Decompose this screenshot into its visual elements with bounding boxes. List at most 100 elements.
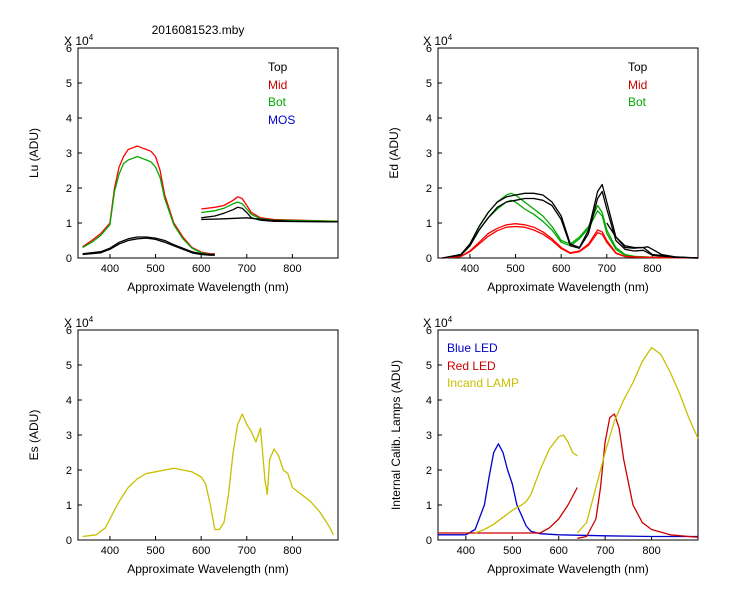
- y-axis-label-es: Es (ADU): [27, 410, 41, 461]
- y-axis-label-lu: Lu (ADU): [27, 128, 41, 178]
- y-tick-label: 5: [426, 360, 432, 372]
- series-line-top: [82, 237, 215, 256]
- y-ticks-ed: 0 1 2 3 4 5 6: [426, 43, 442, 265]
- y-tick-label: 4: [426, 395, 432, 407]
- x-tick-label: 700: [598, 263, 616, 275]
- series-line-blue-led: [438, 443, 698, 538]
- x-tick-label: 400: [461, 263, 479, 275]
- x-tick-label: 800: [642, 545, 660, 557]
- series-line-top: [201, 217, 339, 223]
- y-tick-label: 1: [66, 218, 72, 230]
- series-line-top: [442, 183, 699, 259]
- exponent-label-lu: X 104: [64, 33, 94, 48]
- plot-frame-es: [77, 329, 339, 541]
- x-ticks-es: 400 500 600 700 800: [101, 536, 302, 557]
- y-tick-label: 2: [66, 465, 72, 477]
- plot-frame-ed: [437, 47, 699, 259]
- legend-entry-mid: Mid: [268, 78, 287, 92]
- series-lines-es: [82, 413, 334, 538]
- x-tick-label: 600: [192, 263, 210, 275]
- y-tick-label: 0: [426, 535, 432, 547]
- plot-frame-lu: [77, 47, 339, 259]
- series-line-es: [82, 413, 334, 538]
- x-tick-label: 500: [146, 545, 164, 557]
- x-tick-label: 600: [550, 545, 568, 557]
- legend-entry-bot: Bot: [268, 95, 287, 109]
- series-line-incand-lamp: [576, 346, 699, 534]
- y-tick-label: 3: [426, 430, 432, 442]
- y-tick-label: 0: [66, 253, 72, 265]
- y-tick-label: 4: [66, 113, 72, 125]
- x-tick-label: 500: [506, 263, 524, 275]
- legend-entry-bot: Bot: [628, 95, 647, 109]
- series-line-bot: [442, 192, 699, 259]
- series-line-red-led: [438, 487, 578, 534]
- legend-entry-red-led: Red LED: [447, 359, 496, 373]
- chart-lu: 0 1 2 3 4 5 6 400 500 600 700 800 X 104 Lu (ADU) A…: [27, 33, 339, 294]
- chart-es: 0 1 2 3 4 5 6 400 500 600 700 800 X 104 Es (ADU) A…: [27, 315, 339, 576]
- figure-title: 2016081523.mby: [152, 23, 245, 37]
- legend-entry-incand-lamp: Incand LAMP: [447, 376, 519, 390]
- exponent-label-lamps: X 104: [423, 315, 453, 330]
- series-line-top: [82, 236, 215, 256]
- y-tick-label: 2: [66, 183, 72, 195]
- y-tick-label: 1: [426, 218, 432, 230]
- legend-lamps: Blue LED Red LED Incand LAMP: [447, 341, 519, 390]
- x-tick-label: 700: [238, 545, 256, 557]
- x-ticks-ed: 400 500 600 700 800: [461, 254, 662, 275]
- y-tick-label: 1: [66, 500, 72, 512]
- y-tick-label: 5: [426, 78, 432, 90]
- y-tick-label: 6: [426, 43, 432, 55]
- y-tick-label: 3: [66, 148, 72, 160]
- legend-ed: Top Mid Bot: [628, 60, 648, 109]
- series-line-top: [201, 206, 339, 223]
- series-line-red-led: [577, 413, 699, 539]
- y-tick-label: 3: [66, 430, 72, 442]
- series-lines-lamps: [438, 346, 699, 539]
- x-axis-label-lu: Approximate Wavelength (nm): [127, 280, 289, 294]
- x-tick-label: 400: [101, 545, 119, 557]
- legend-entry-mos: MOS: [268, 113, 295, 127]
- series-line-top: [442, 190, 699, 259]
- series-line-bot: [82, 155, 215, 256]
- y-axis-label-ed: Ed (ADU): [387, 127, 401, 178]
- legend-entry-top: Top: [268, 60, 288, 74]
- x-axis-label-es: Approximate Wavelength (nm): [127, 562, 289, 576]
- legend-entry-blue-led: Blue LED: [447, 341, 498, 355]
- x-tick-label: 400: [101, 263, 119, 275]
- y-tick-label: 6: [66, 325, 72, 337]
- exponent-label-ed: X 104: [423, 33, 453, 48]
- x-axis-label-ed: Approximate Wavelength (nm): [487, 280, 649, 294]
- series-line-top: [606, 222, 699, 259]
- series-line-incand-lamp: [474, 434, 578, 534]
- x-tick-label: 500: [503, 545, 521, 557]
- series-lines-lu: [82, 145, 339, 256]
- y-tick-label: 0: [66, 535, 72, 547]
- y-tick-label: 0: [426, 253, 432, 265]
- x-ticks-lu: 400 500 600 700 800: [101, 254, 302, 275]
- y-ticks-lamps: 0 1 2 3 4 5 6: [426, 325, 442, 547]
- y-tick-label: 6: [66, 43, 72, 55]
- y-tick-label: 2: [426, 465, 432, 477]
- x-ticks-lamps: 400 500 600 700 800: [457, 536, 661, 557]
- x-tick-label: 700: [238, 263, 256, 275]
- exponent-label-es: X 104: [64, 315, 94, 330]
- x-tick-label: 600: [192, 545, 210, 557]
- chart-lamps: 0 1 2 3 4 5 6 400 500 600 700 800 X 104 Internal C…: [389, 315, 699, 576]
- x-tick-label: 600: [552, 263, 570, 275]
- series-line-mid: [442, 225, 699, 259]
- series-line-bot: [442, 199, 699, 259]
- legend-lu: Top Mid Bot MOS: [268, 60, 295, 127]
- series-lines-ed: [442, 183, 699, 259]
- x-axis-label-lamps: Approximate Wavelength (nm): [487, 562, 649, 576]
- y-ticks-lu: 0 1 2 3 4 5 6: [66, 43, 82, 265]
- series-line-mid: [442, 223, 699, 259]
- y-axis-label-lamps: Internal Calib. Lamps (ADU): [389, 360, 403, 510]
- y-tick-label: 1: [426, 500, 432, 512]
- legend-entry-top: Top: [628, 60, 648, 74]
- x-tick-label: 500: [146, 263, 164, 275]
- y-tick-label: 5: [66, 78, 72, 90]
- x-tick-label: 400: [457, 545, 475, 557]
- chart-ed: 0 1 2 3 4 5 6 400 500 600 700 800 X 104 Ed (ADU) A…: [387, 33, 699, 294]
